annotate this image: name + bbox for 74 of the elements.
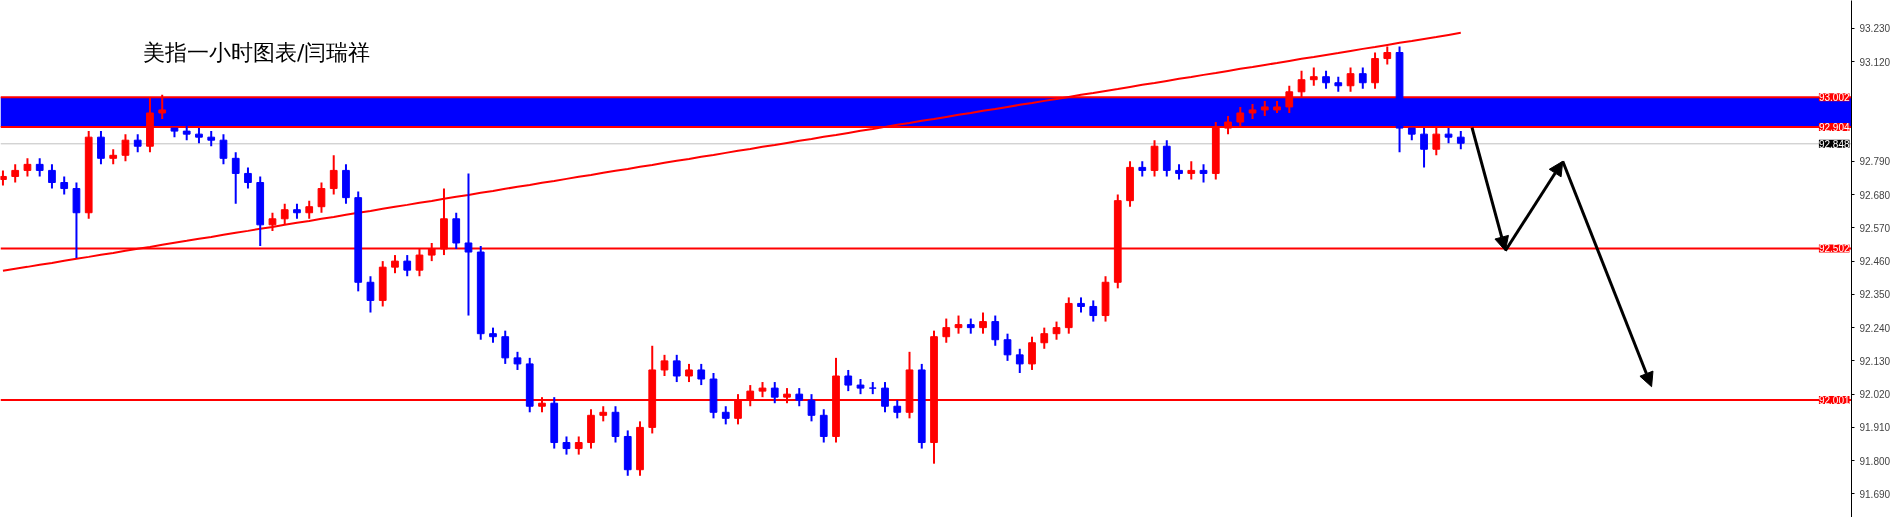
y-tick-label: 92.020 bbox=[1859, 389, 1891, 401]
y-tick-label: 91.690 bbox=[1859, 488, 1891, 500]
candlestick bbox=[562, 435, 571, 456]
y-tick-label: 92.350 bbox=[1859, 289, 1891, 301]
candlestick bbox=[97, 130, 105, 166]
candlestick bbox=[48, 163, 56, 190]
candlestick bbox=[1383, 45, 1392, 66]
candlestick bbox=[1199, 163, 1208, 184]
candlestick bbox=[685, 362, 693, 384]
candlestick bbox=[329, 154, 338, 196]
y-tick-label: 92.570 bbox=[1859, 222, 1891, 234]
y-tick-label: 91.910 bbox=[1859, 422, 1891, 434]
candlestick bbox=[464, 172, 473, 317]
candlestick bbox=[574, 435, 583, 456]
candlestick bbox=[954, 314, 963, 335]
candlestick bbox=[403, 254, 412, 278]
ref-line-label: 92.848 bbox=[1818, 138, 1850, 150]
ref-line-label: 92.001 bbox=[1818, 394, 1850, 406]
y-tick-label: 92.790 bbox=[1859, 156, 1891, 168]
candlestick bbox=[35, 157, 44, 178]
candlestick bbox=[819, 408, 828, 444]
candlestick bbox=[697, 362, 706, 387]
candlestick bbox=[1322, 69, 1330, 90]
candlestick bbox=[317, 181, 326, 214]
candlestick bbox=[1040, 326, 1049, 350]
candlestick bbox=[513, 350, 522, 371]
candlestick bbox=[660, 353, 669, 378]
candlestick bbox=[366, 275, 375, 314]
candlestick bbox=[1420, 127, 1428, 169]
y-tick-label: 91.800 bbox=[1859, 455, 1891, 467]
y-tick-label: 92.680 bbox=[1859, 189, 1891, 201]
candlestick bbox=[770, 381, 779, 405]
ref-line-label: 92.904 bbox=[1818, 121, 1850, 133]
candlestick bbox=[11, 163, 20, 184]
candlestick bbox=[844, 368, 853, 393]
candlestick bbox=[1456, 130, 1465, 151]
candlestick bbox=[133, 133, 142, 154]
candlestick bbox=[1346, 66, 1355, 93]
candlestick bbox=[501, 329, 510, 365]
y-tick-label: 93.230 bbox=[1859, 23, 1891, 35]
candlestick bbox=[23, 157, 32, 178]
candlestick bbox=[672, 353, 681, 384]
candlestick bbox=[268, 211, 277, 232]
candlestick bbox=[305, 199, 314, 220]
y-tick-label: 92.240 bbox=[1859, 322, 1891, 334]
candlestick bbox=[1089, 299, 1098, 323]
candlestick bbox=[60, 175, 69, 196]
candlestick bbox=[231, 151, 240, 205]
candlestick bbox=[1309, 66, 1318, 87]
candlestick bbox=[795, 387, 804, 408]
candlestick bbox=[721, 405, 730, 426]
y-tick-label: 92.130 bbox=[1859, 355, 1891, 367]
y-tick-label: 93.120 bbox=[1859, 56, 1891, 68]
candlestick bbox=[979, 311, 987, 335]
ref-line-label: 93.002 bbox=[1818, 92, 1850, 104]
candlestick bbox=[1187, 160, 1196, 181]
candlestick bbox=[1358, 66, 1367, 90]
candlestick bbox=[1028, 335, 1036, 371]
candlestick bbox=[219, 133, 228, 166]
candlestick bbox=[881, 381, 889, 414]
candlestick bbox=[1015, 347, 1024, 374]
candlestick bbox=[991, 314, 1000, 347]
ref-line-label: 92.502 bbox=[1818, 243, 1850, 255]
candlestick bbox=[807, 393, 816, 423]
text: 美指一小时图表/闫瑞祥 bbox=[143, 39, 371, 65]
candlestick bbox=[391, 254, 399, 275]
candlestick bbox=[121, 133, 130, 163]
candlestick bbox=[1052, 320, 1061, 341]
candlestick bbox=[1003, 332, 1012, 362]
candlestick bbox=[942, 317, 951, 344]
candlestick bbox=[280, 202, 289, 226]
candlestick bbox=[893, 399, 902, 420]
candlestick bbox=[244, 166, 252, 190]
y-tick-label: 92.460 bbox=[1859, 256, 1891, 268]
